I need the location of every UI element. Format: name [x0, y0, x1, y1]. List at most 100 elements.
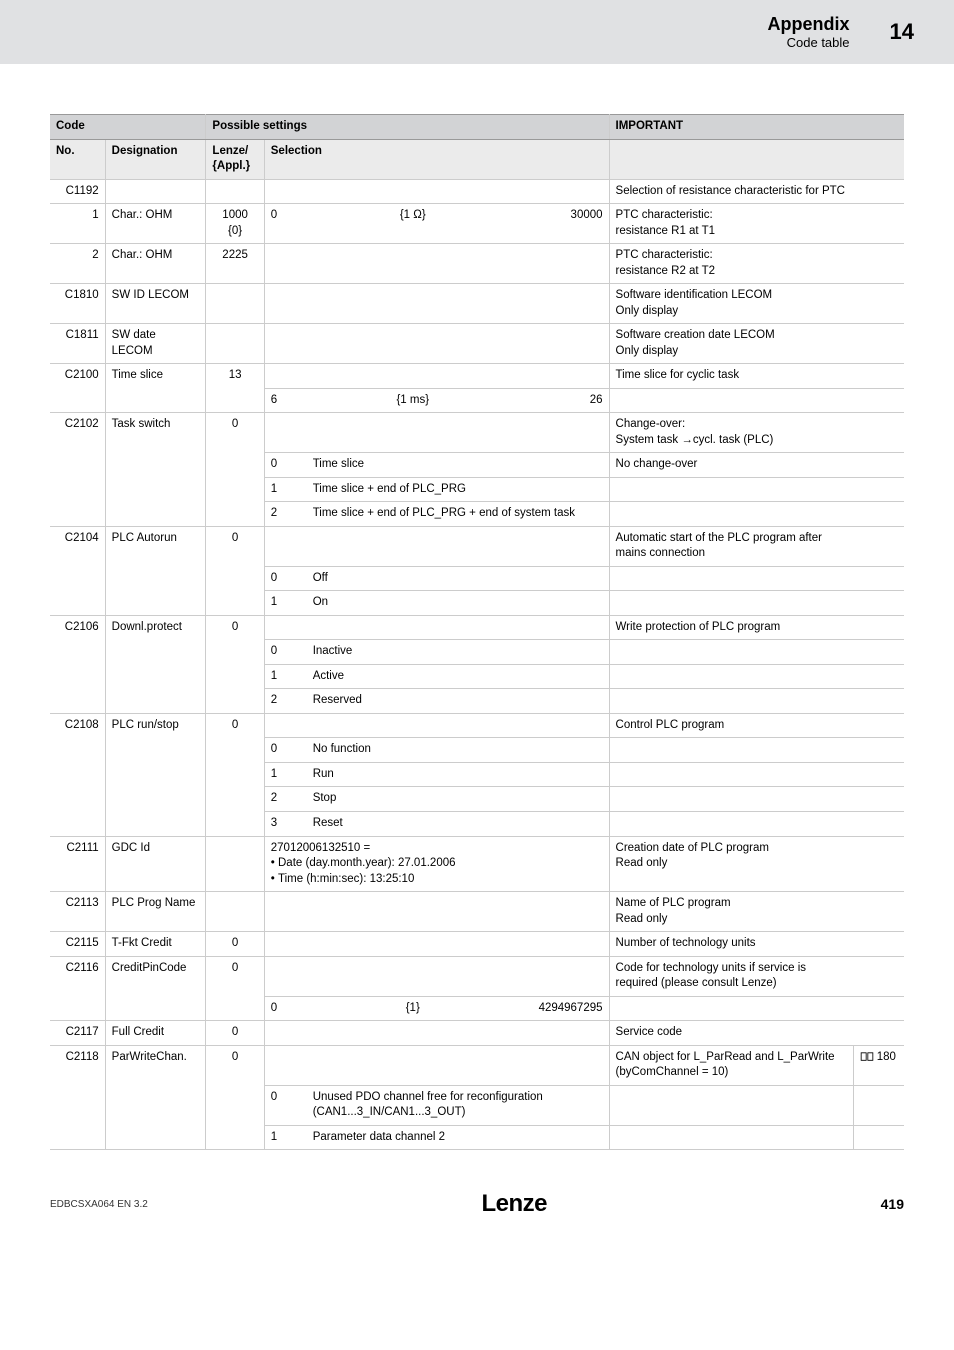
cell-lenze: 2225	[206, 244, 264, 284]
cell-desig: GDC Id	[105, 836, 206, 892]
cell-important: CAN object for L_ParRead and L_ParWrite …	[609, 1045, 853, 1085]
table-row: C2111 GDC Id 27012006132510 = • Date (da…	[50, 836, 904, 892]
cell-code: C2104	[50, 526, 105, 615]
table-row: C1811 SW date LECOM Software creation da…	[50, 324, 904, 364]
cell-idx: 0	[264, 640, 306, 665]
col-selection: Selection	[264, 139, 609, 179]
cell-desig: Downl.protect	[105, 615, 206, 713]
cell-desig: CreditPinCode	[105, 956, 206, 1021]
table-row: C2116 CreditPinCode 0 Code for technolog…	[50, 956, 904, 996]
cell-lenze: 0	[206, 932, 264, 957]
cell-txt: Time slice	[307, 453, 609, 478]
cell-code: C2102	[50, 413, 105, 527]
cell-sel-hi: 30000	[519, 204, 609, 244]
cell-sel-mid: {1 ms}	[307, 388, 519, 413]
col-designation: Designation	[105, 139, 206, 179]
footer-doc-id: EDBCSXA064 EN 3.2	[50, 1199, 148, 1210]
header-text: Appendix Code table	[768, 14, 850, 50]
cell-idx: 0	[264, 453, 306, 478]
cell-txt: On	[307, 591, 609, 616]
cell-important: Creation date of PLC program Read only	[609, 836, 853, 892]
cell-sel-lo: 0	[264, 996, 306, 1021]
col-important: IMPORTANT	[609, 115, 904, 140]
table-header-row: Code Possible settings IMPORTANT	[50, 115, 904, 140]
cell-idx: 0	[264, 738, 306, 763]
cell-selection: 27012006132510 = • Date (day.month.year)…	[264, 836, 609, 892]
cell-idx: 1	[264, 1125, 306, 1150]
cell-code: C2111	[50, 836, 105, 892]
cell-important: PTC characteristic: resistance R1 at T1	[609, 204, 853, 244]
cell-desig: SW date LECOM	[105, 324, 206, 364]
footer: EDBCSXA064 EN 3.2 Lenze 419	[0, 1170, 954, 1248]
chapter-number: 14	[890, 19, 914, 45]
cell-important: PTC characteristic: resistance R2 at T2	[609, 244, 853, 284]
table-row: C1192 Selection of resistance characteri…	[50, 179, 904, 204]
table-row: C2100 Time slice 13 Time slice for cycli…	[50, 364, 904, 389]
header-band: Appendix Code table 14	[0, 0, 954, 64]
cell-idx: 0	[264, 1085, 306, 1125]
cell-important: Name of PLC program Read only	[609, 892, 853, 932]
cell-txt: No function	[307, 738, 609, 763]
cell-lenze: 0	[206, 956, 264, 1021]
cell-ref: 180	[853, 1045, 904, 1085]
cell-code: C1192	[50, 179, 105, 204]
cell-sel-mid: {1}	[307, 996, 519, 1021]
cell-no: 2	[50, 244, 105, 284]
header-title: Appendix	[768, 14, 850, 35]
table-row: C2108 PLC run/stop 0 Control PLC program	[50, 713, 904, 738]
header-subtitle: Code table	[768, 35, 850, 50]
cell-sel-hi: 4294967295	[519, 996, 609, 1021]
cell-idx: 2	[264, 787, 306, 812]
cell-desig: ParWriteChan.	[105, 1045, 206, 1150]
cell-important: Time slice for cyclic task	[609, 364, 853, 389]
cell-txt: Run	[307, 762, 609, 787]
cell-lenze: 0	[206, 615, 264, 713]
cell-txt: Time slice + end of PLC_PRG + end of sys…	[307, 502, 609, 527]
table-row: C2102 Task switch 0 Change-over: System …	[50, 413, 904, 453]
sel-bullet: Time (h:min:sec): 13:25:10	[278, 873, 414, 885]
col-lenze: Lenze/ {Appl.}	[206, 139, 264, 179]
cell-code: C2118	[50, 1045, 105, 1150]
cell-important: No change-over	[609, 453, 853, 478]
table-row: C2106 Downl.protect 0 Write protection o…	[50, 615, 904, 640]
cell-desig: T-Fkt Credit	[105, 932, 206, 957]
cell-important: Selection of resistance characteristic f…	[609, 179, 853, 204]
table-row: C1810 SW ID LECOM Software identificatio…	[50, 284, 904, 324]
cell-lenze: 13	[206, 364, 264, 413]
cell-important: Code for technology units if service is …	[609, 956, 853, 996]
cell-idx: 2	[264, 689, 306, 714]
cell-txt: Reset	[307, 811, 609, 836]
cell-txt: Reserved	[307, 689, 609, 714]
col-important-sub	[609, 139, 904, 179]
cell-desig: Full Credit	[105, 1021, 206, 1046]
cell-code: C1811	[50, 324, 105, 364]
table-row: C2115 T-Fkt Credit 0 Number of technolog…	[50, 932, 904, 957]
cell-lenze: 0	[206, 713, 264, 836]
cell-idx: 1	[264, 762, 306, 787]
cell-important: Software creation date LECOM Only displa…	[609, 324, 853, 364]
cell-important: Number of technology units	[609, 932, 853, 957]
cell-desig: Char.: OHM	[105, 204, 206, 244]
cell-sel-mid: {1 Ω}	[307, 204, 519, 244]
cell-desig: SW ID LECOM	[105, 284, 206, 324]
cell-idx: 0	[264, 566, 306, 591]
content-area: Code Possible settings IMPORTANT No. Des…	[0, 64, 954, 1170]
cell-lenze: 0	[206, 1021, 264, 1046]
cell-desig: PLC run/stop	[105, 713, 206, 836]
code-table: Code Possible settings IMPORTANT No. Des…	[50, 114, 904, 1150]
ref-page: 180	[877, 1051, 896, 1063]
cell-txt: Unused PDO channel free for reconfigurat…	[307, 1085, 609, 1125]
cell-idx: 1	[264, 664, 306, 689]
sel-line1: 27012006132510 =	[271, 842, 370, 854]
cell-desig: PLC Autorun	[105, 526, 206, 615]
table-row: C2104 PLC Autorun 0 Automatic start of t…	[50, 526, 904, 566]
book-icon	[860, 1052, 874, 1062]
cell-desig: Char.: OHM	[105, 244, 206, 284]
cell-desig: Task switch	[105, 413, 206, 527]
cell-txt: Stop	[307, 787, 609, 812]
cell-idx: 2	[264, 502, 306, 527]
cell-lenze: 0	[206, 413, 264, 527]
table-row: 2 Char.: OHM 2225 PTC characteristic: re…	[50, 244, 904, 284]
cell-desig: Time slice	[105, 364, 206, 413]
cell-idx: 3	[264, 811, 306, 836]
